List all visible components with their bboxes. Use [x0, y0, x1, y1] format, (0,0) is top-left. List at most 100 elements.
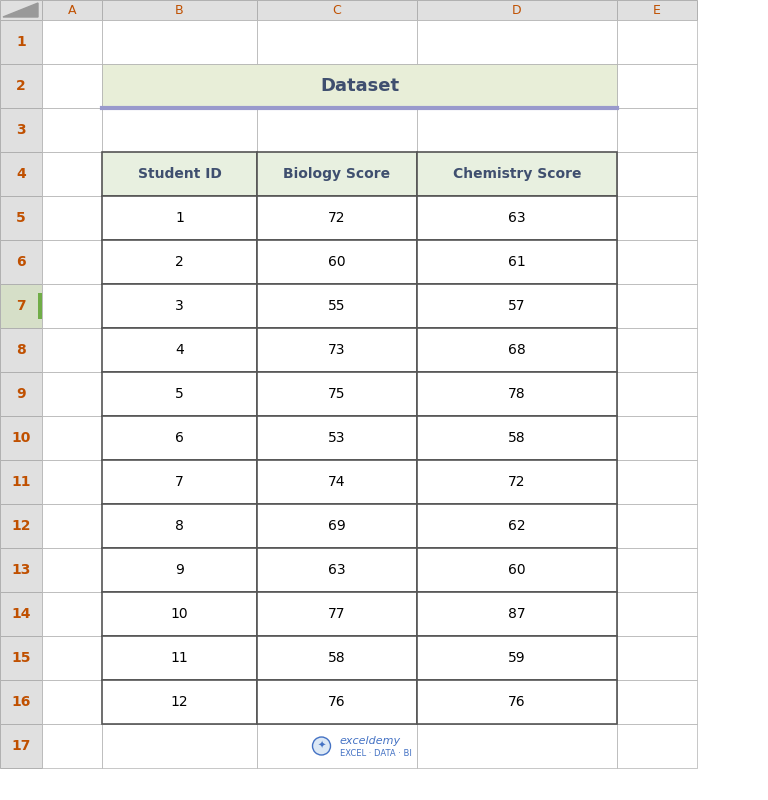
Bar [102, 416, 257, 460]
Text: 6: 6 [175, 431, 184, 445]
Bar [102, 416, 257, 460]
Bar [0, 680, 42, 724]
Bar [0, 240, 42, 284]
Bar [417, 680, 617, 724]
Bar [102, 20, 257, 64]
Bar [102, 64, 617, 108]
Bar [257, 636, 417, 680]
Bar [257, 152, 417, 196]
Text: 6: 6 [16, 255, 26, 269]
Bar [102, 548, 257, 592]
Bar [257, 284, 417, 328]
Bar [102, 592, 257, 636]
Bar [617, 592, 697, 636]
Text: Biology Score: Biology Score [283, 167, 391, 181]
Bar [617, 636, 697, 680]
Text: 15: 15 [12, 651, 31, 665]
Bar [617, 240, 697, 284]
Bar [617, 20, 697, 64]
Bar [0, 196, 42, 240]
Text: 63: 63 [328, 563, 346, 577]
Bar [417, 240, 617, 284]
Text: 17: 17 [12, 739, 31, 753]
Bar [102, 724, 257, 768]
Bar [102, 548, 257, 592]
Bar [42, 548, 102, 592]
Bar [42, 64, 102, 108]
Bar [257, 20, 417, 64]
Text: 3: 3 [16, 123, 26, 137]
Bar [417, 592, 617, 636]
Bar [417, 680, 617, 724]
Text: 3: 3 [175, 299, 184, 313]
Bar [102, 152, 257, 196]
Text: 16: 16 [12, 695, 31, 709]
Bar [417, 152, 617, 196]
Bar [102, 196, 257, 240]
Bar [102, 460, 257, 504]
Text: C: C [333, 3, 341, 17]
Text: 7: 7 [175, 475, 184, 489]
Bar [257, 548, 417, 592]
Bar [417, 724, 617, 768]
Bar [102, 240, 257, 284]
Bar [257, 0, 417, 20]
Bar [257, 460, 417, 504]
Bar [102, 284, 257, 328]
Bar [417, 152, 617, 196]
Text: ✦: ✦ [317, 741, 326, 751]
Bar [257, 592, 417, 636]
Bar [0, 0, 42, 20]
Bar [102, 372, 257, 416]
Text: 9: 9 [175, 563, 184, 577]
Bar [42, 20, 102, 64]
Text: 5: 5 [16, 211, 26, 225]
Text: 58: 58 [328, 651, 346, 665]
Text: 11: 11 [12, 475, 31, 489]
Bar [102, 284, 257, 328]
Text: 4: 4 [16, 167, 26, 181]
Bar [0, 724, 42, 768]
Bar [257, 152, 417, 196]
Text: 55: 55 [328, 299, 346, 313]
Bar [257, 724, 417, 768]
Bar [0, 416, 42, 460]
Bar [417, 548, 617, 592]
Bar [257, 108, 417, 152]
Bar [417, 240, 617, 284]
Bar [617, 108, 697, 152]
Bar [42, 284, 102, 328]
Text: 1: 1 [16, 35, 26, 49]
Bar [257, 680, 417, 724]
Bar [617, 548, 697, 592]
Bar [0, 504, 42, 548]
Bar [257, 416, 417, 460]
Text: 2: 2 [175, 255, 184, 269]
Text: 5: 5 [175, 387, 184, 401]
Text: 76: 76 [508, 695, 526, 709]
Text: 10: 10 [170, 607, 188, 621]
Bar [102, 680, 257, 724]
Bar [617, 724, 697, 768]
Bar [417, 636, 617, 680]
Bar [417, 284, 617, 328]
Bar [102, 592, 257, 636]
Text: 76: 76 [328, 695, 346, 709]
Bar [257, 328, 417, 372]
Bar [617, 504, 697, 548]
Bar [42, 416, 102, 460]
Bar [257, 548, 417, 592]
Bar [102, 108, 257, 152]
Bar [0, 548, 42, 592]
Text: 58: 58 [508, 431, 526, 445]
Text: 10: 10 [12, 431, 31, 445]
Text: 2: 2 [16, 79, 26, 93]
Bar [417, 504, 617, 548]
Bar [42, 328, 102, 372]
Bar [417, 328, 617, 372]
Text: 4: 4 [175, 343, 184, 357]
Bar [617, 152, 697, 196]
Bar [257, 592, 417, 636]
Bar [257, 240, 417, 284]
Bar [417, 108, 617, 152]
